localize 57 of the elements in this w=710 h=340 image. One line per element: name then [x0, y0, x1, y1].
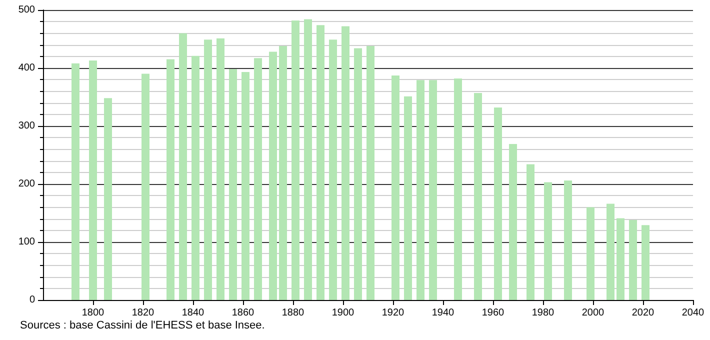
bar: [204, 40, 212, 300]
bar: [269, 52, 277, 300]
y-tick-label: 300: [18, 120, 36, 132]
bar: [509, 144, 517, 300]
x-tick-label: 1880: [282, 308, 305, 318]
bar: [254, 58, 262, 300]
bar: [316, 25, 324, 300]
y-tick-label: 200: [18, 178, 36, 190]
bar: [329, 40, 337, 300]
bar: [142, 74, 150, 300]
bar: [404, 96, 412, 300]
bar: [354, 48, 362, 300]
bar: [229, 69, 237, 300]
x-tick-label: 1840: [182, 308, 205, 318]
bar: [606, 204, 614, 300]
bar: [279, 46, 287, 300]
bar: [494, 107, 502, 300]
bar: [342, 26, 350, 300]
bar: [216, 38, 224, 300]
bar: [586, 207, 594, 300]
source-note: Sources : base Cassini de l'EHESS et base Insee.: [20, 320, 265, 332]
y-tick-label: 400: [18, 62, 36, 74]
x-tick-label: 1960: [482, 308, 505, 318]
bar: [642, 225, 650, 300]
y-tick-label: 500: [18, 4, 36, 16]
y-tick-label: 100: [18, 236, 36, 248]
bar: [242, 72, 250, 300]
y-tick-label: 0: [29, 294, 36, 306]
bar: [292, 20, 300, 300]
x-tick-label: 1800: [82, 308, 105, 318]
bar: [72, 63, 80, 300]
bar: [526, 164, 534, 300]
bar: [304, 19, 312, 300]
x-tick-label: 2020: [632, 308, 655, 318]
bar: [544, 182, 552, 300]
bar: [429, 80, 437, 300]
bar: [366, 46, 374, 300]
bar: [192, 56, 200, 300]
x-tick-label: 1860: [232, 308, 255, 318]
bar: [179, 33, 187, 300]
bar: [454, 78, 462, 300]
bar: [474, 92, 482, 300]
bar: [616, 218, 624, 300]
x-tick-label: 1820: [132, 308, 155, 318]
bar: [629, 220, 637, 300]
bar: [104, 98, 112, 300]
bar: [166, 59, 174, 300]
bar: [89, 60, 97, 300]
x-tick-label: 1940: [432, 308, 455, 318]
x-tick-label: 1920: [382, 308, 405, 318]
x-tick-label: 2000: [582, 308, 605, 318]
x-tick-label: 2040: [682, 308, 705, 318]
bar: [564, 180, 572, 300]
x-tick-label: 1980: [532, 308, 555, 318]
bar: [392, 76, 400, 300]
bar: [416, 80, 424, 300]
x-tick-label: 1900: [332, 308, 355, 318]
